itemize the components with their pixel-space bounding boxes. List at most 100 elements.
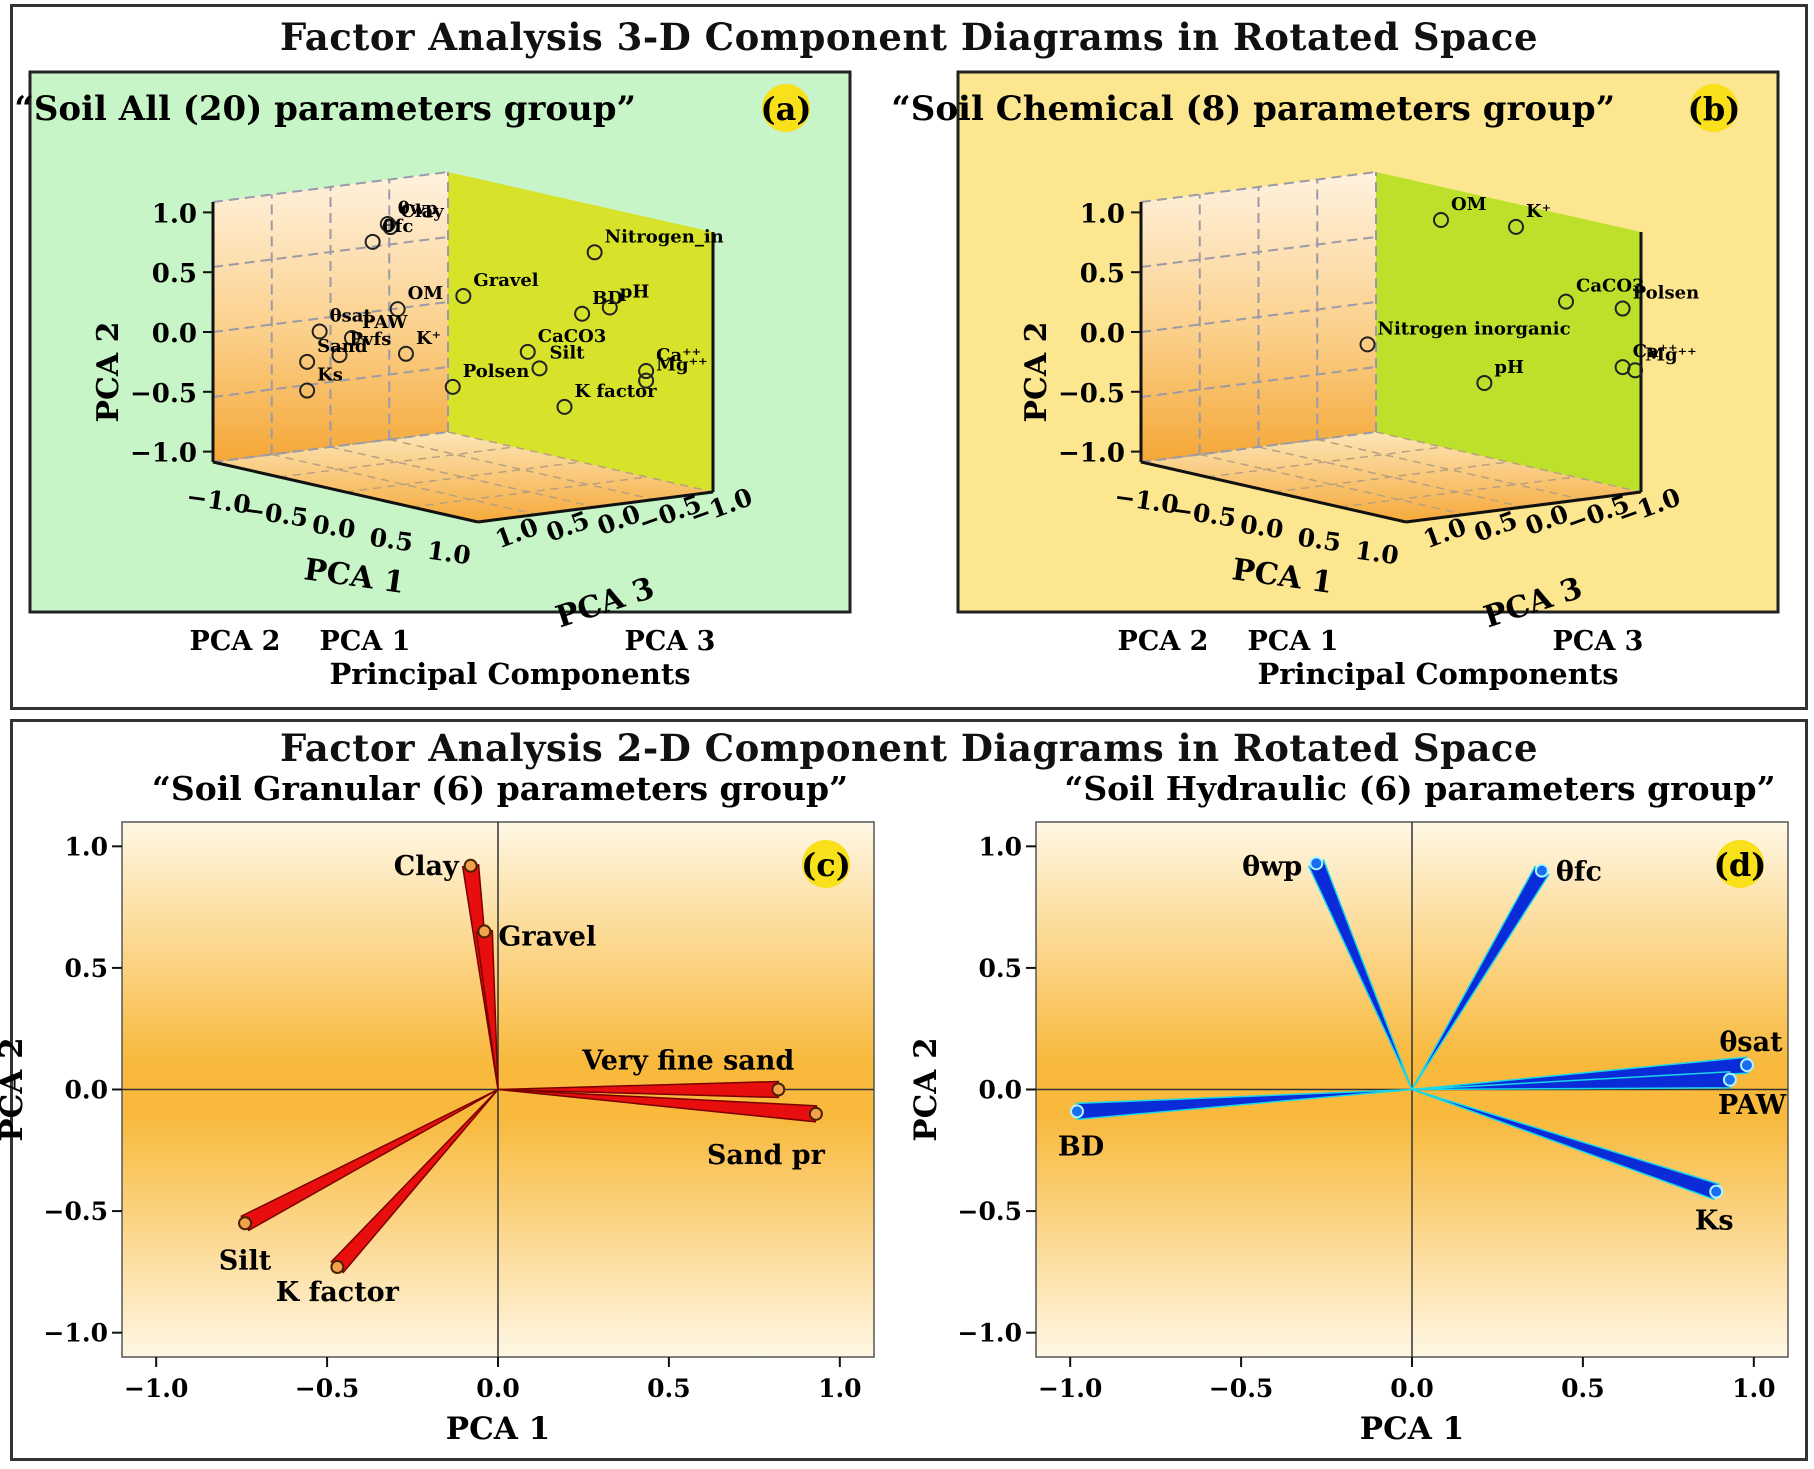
x-tick-label: 0.0 — [1238, 510, 1285, 545]
data-point — [455, 287, 472, 304]
grid-line — [1375, 431, 1642, 493]
data-point — [364, 233, 381, 250]
point-label: θsat — [330, 305, 373, 326]
data-point — [382, 219, 399, 236]
axis-line — [1140, 460, 1407, 524]
vector-endpoint — [771, 1082, 786, 1097]
grid-line — [1317, 438, 1583, 501]
vector-label: K factor — [276, 1277, 400, 1308]
axis-line — [1405, 490, 1642, 524]
vector-label: PAW — [1718, 1090, 1787, 1121]
y-tick-label: −1.0 — [130, 439, 197, 469]
grid-line — [1207, 446, 1443, 478]
grid-line — [1140, 366, 1377, 398]
x-tick-label: 0.5 — [368, 523, 415, 558]
point-label: Ca⁺⁺ — [656, 345, 701, 366]
panel-d: “Soil Hydraulic (6) parameters group” −1.… — [908, 769, 1789, 1447]
axis-order-label: PCA 2 — [190, 626, 281, 657]
axis-order-label: PCA 1 — [320, 626, 411, 657]
panel-badge: (a) — [760, 90, 811, 128]
data-point — [1476, 374, 1493, 391]
x-tick-label: 0.5 — [1561, 1374, 1605, 1403]
y-tick-label: −0.5 — [130, 379, 197, 409]
y-tick-label: 0.0 — [979, 1076, 1023, 1105]
x-tick-label: 0.0 — [476, 1374, 520, 1403]
x-tick-label: 0.0 — [1390, 1374, 1434, 1403]
point-label: K⁺ — [416, 328, 441, 349]
vector-label: Gravel — [498, 921, 596, 952]
panel-badge: (c) — [801, 846, 851, 884]
data-point — [638, 372, 655, 389]
vector-endpoint — [463, 858, 478, 873]
y-tick-label: 0.0 — [152, 319, 197, 349]
vector-label: BD — [1058, 1131, 1104, 1162]
vector-label: Clay — [394, 851, 460, 882]
grid-line — [1339, 476, 1575, 508]
x-tick-label: 0.5 — [1296, 523, 1343, 558]
grid-line — [212, 366, 449, 398]
panel-title: “Soil Granular (6) parameters group” — [152, 769, 848, 808]
point-label: Pvfs — [350, 329, 392, 350]
data-point — [531, 360, 548, 377]
axis-line — [212, 460, 479, 524]
y-tick-label: −0.5 — [1058, 379, 1125, 409]
y-axis-label: PCA 2 — [908, 1037, 944, 1141]
grid-line — [279, 446, 515, 478]
y-axis-label: PCA 2 — [0, 1037, 30, 1141]
point-label: Mg⁺⁺ — [1645, 344, 1697, 365]
y-tick-label: 0.5 — [979, 954, 1023, 983]
point-label: K⁺ — [1526, 201, 1551, 222]
x-tick-label: −1.0 — [1038, 1374, 1102, 1403]
vector-endpoint — [1070, 1104, 1085, 1119]
axis-order-label: PCA 3 — [1553, 626, 1644, 657]
x-tick-label: −1.0 — [124, 1374, 188, 1403]
panel-title: “Soil Hydraulic (6) parameters group” — [1064, 769, 1775, 808]
panel-badge: (b) — [1688, 90, 1741, 128]
y-tick-label: 1.0 — [152, 199, 197, 229]
vector-label: Silt — [219, 1245, 272, 1276]
top-title: Factor Analysis 3-D Component Diagrams i… — [279, 15, 1538, 59]
x-tick-label: 1.0 — [818, 1374, 862, 1403]
vector-endpoint — [238, 1216, 253, 1231]
vector-label: θwp — [1242, 851, 1302, 882]
vector-endpoint — [330, 1260, 345, 1275]
data-point — [1508, 218, 1524, 235]
data-point — [1433, 212, 1449, 228]
vector-endpoint — [1739, 1058, 1754, 1073]
grid-line — [330, 446, 596, 508]
point-label: OM — [1451, 194, 1487, 215]
point-label: θwp — [398, 198, 438, 219]
data-point — [311, 323, 328, 340]
data-point — [344, 329, 360, 346]
axis-order-label: PCA 2 — [1118, 626, 1209, 657]
data-point — [1359, 336, 1376, 353]
point-label: Clay — [400, 201, 444, 222]
x-tick-label: 1.0 — [1732, 1374, 1776, 1403]
point-label: Polsen — [463, 361, 530, 382]
y-tick-label: −0.5 — [44, 1197, 108, 1226]
grid-line — [411, 476, 647, 508]
panel-title: “Soil All (20) parameters group” — [14, 89, 636, 129]
y-tick-label: 1.0 — [979, 832, 1023, 861]
point-label: Mg⁺⁺ — [656, 355, 708, 376]
point-label: Silt — [550, 342, 586, 363]
point-label: Ca⁺⁺ — [1633, 341, 1678, 362]
point-label: pH — [620, 281, 650, 302]
vector-endpoint — [808, 1106, 823, 1121]
axis-caption: Principal Components — [1257, 657, 1618, 691]
point-label: Ks — [317, 365, 343, 386]
vector-label: θfc — [1556, 857, 1602, 888]
vector-endpoint — [1309, 856, 1324, 871]
vector-endpoint — [1709, 1184, 1724, 1199]
grid-line — [447, 431, 714, 493]
point-label: θfc — [383, 216, 414, 237]
badge-highlight — [762, 84, 810, 132]
y-tick-label: −1.0 — [958, 1319, 1022, 1348]
panel-badge: (d) — [1714, 846, 1767, 884]
point-label: Nitrogen_in — [605, 226, 724, 247]
data-point — [389, 301, 406, 318]
x-tick-label: 0.0 — [310, 510, 357, 545]
y-tick-label: −1.0 — [1058, 439, 1125, 469]
x-tick-label: 0.5 — [647, 1374, 691, 1403]
vector-label: Sand pr — [707, 1140, 826, 1171]
